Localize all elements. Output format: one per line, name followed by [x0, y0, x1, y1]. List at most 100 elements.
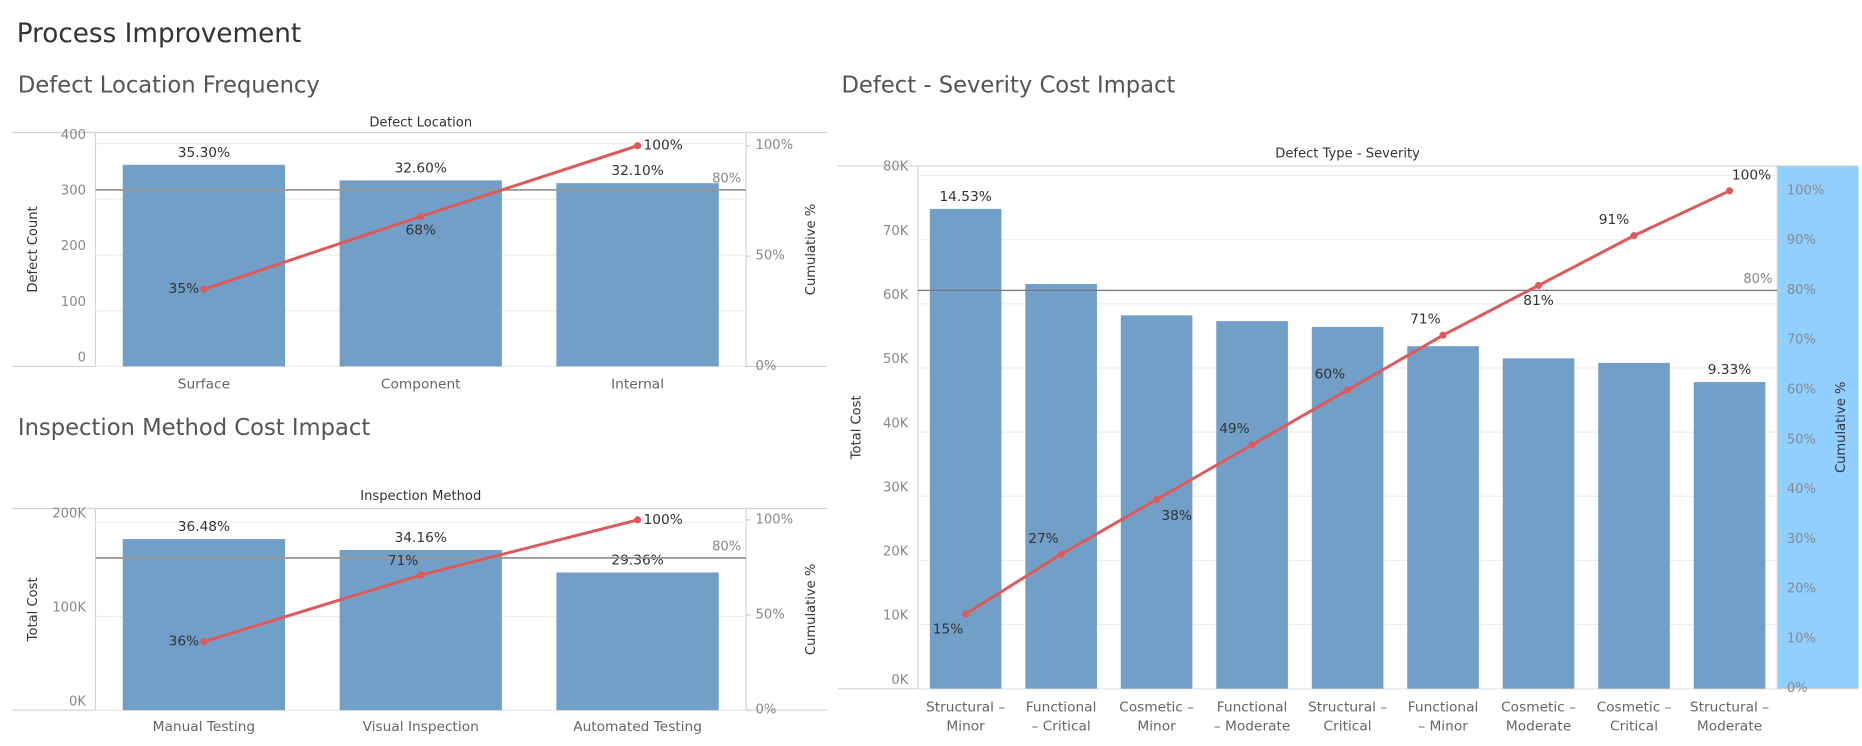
bar — [1502, 358, 1575, 689]
cumulative-point — [1057, 550, 1065, 558]
dashboard-title: Process Improvement — [17, 19, 302, 49]
cumulative-point — [634, 516, 642, 524]
bar — [1216, 321, 1288, 689]
cumulative-point — [1439, 331, 1447, 339]
y-tick-label: 60K — [883, 288, 909, 303]
y2-tick-label: 80% — [1787, 283, 1816, 298]
x-tick-label: Cosmetic – Minor — [1119, 698, 1195, 735]
bar-share-label: 34.16% — [395, 530, 447, 546]
y2-axis-title: Cumulative % — [1834, 382, 1849, 473]
y2-tick-label: 100% — [756, 512, 793, 527]
chart-header: Defect Type - Severity — [1275, 146, 1420, 161]
y2-axis-title: Cumulative % — [804, 564, 819, 655]
cumulative-label: 100% — [1732, 167, 1771, 183]
y-axis-title: Total Cost — [26, 577, 41, 642]
cumulative-point — [417, 571, 425, 579]
y-tick-label: 30K — [883, 480, 909, 495]
y2-tick-label: 0% — [756, 359, 777, 374]
cumulative-label: 15% — [933, 622, 964, 638]
x-tick-label-box: Cosmetic – Moderate — [1501, 698, 1576, 734]
y2-axis-background — [1777, 165, 1859, 689]
bar-share-label: 32.10% — [611, 163, 663, 179]
y2-tick-label: 60% — [1787, 382, 1816, 397]
x-tick-label: Manual Testing — [153, 719, 255, 735]
y-tick-label: 50K — [883, 352, 909, 367]
x-tick-label: Functional – Critical — [1025, 698, 1097, 735]
y2-tick-label: 10% — [1787, 631, 1816, 646]
cumulative-point — [1630, 232, 1638, 240]
y-tick-label: 400 — [61, 128, 86, 143]
y-tick-label: 200 — [61, 239, 86, 254]
sheet-title: Inspection Method Cost Impact — [18, 415, 370, 441]
y2-tick-label: 90% — [1787, 233, 1816, 248]
cumulative-label: 49% — [1219, 421, 1250, 437]
bar-share-label: 14.53% — [939, 189, 991, 205]
reference-label: 80% — [712, 540, 741, 555]
bar-share-label: 29.36% — [611, 553, 663, 569]
cumulative-point — [200, 638, 208, 646]
x-tick-label: Component — [381, 376, 461, 392]
bar-share-label: 9.33% — [1708, 362, 1752, 378]
y-tick-label: 100K — [52, 601, 86, 616]
bar-share-label: 35.30% — [178, 145, 230, 161]
bar — [1598, 362, 1670, 689]
y-axis-title: Defect Count — [26, 206, 41, 292]
y-tick-label: 40K — [883, 416, 909, 431]
y-tick-label: 0K — [891, 673, 908, 688]
y2-tick-label: 40% — [1787, 482, 1816, 497]
reference-label: 80% — [712, 172, 741, 187]
y-tick-label: 300 — [61, 183, 86, 198]
y2-tick-label: 50% — [756, 608, 785, 623]
y2-tick-label: 0% — [1787, 681, 1808, 696]
cumulative-point — [634, 142, 642, 150]
cumulative-label: 91% — [1599, 212, 1630, 228]
y-tick-label: 80K — [883, 160, 909, 175]
x-tick-label-box: Structural – Minor — [926, 698, 1005, 734]
x-tick-label-box: Structural – Critical — [1308, 698, 1387, 734]
y2-tick-label: 0% — [756, 703, 777, 718]
y-axis-title: Total Cost — [850, 395, 865, 460]
x-tick-label: Surface — [178, 376, 230, 392]
cumulative-label: 36% — [169, 634, 200, 650]
x-tick-label: Automated Testing — [573, 719, 702, 735]
x-tick-label: Functional – Minor — [1407, 698, 1479, 735]
bar — [929, 208, 1002, 689]
bar — [339, 180, 502, 367]
x-tick-label: Functional – Moderate — [1213, 698, 1291, 735]
dashboard-content: Process Improvement Defect Location Freq… — [11, 19, 1859, 735]
cumulative-point — [1248, 441, 1256, 449]
y-tick-label: 200K — [52, 507, 86, 522]
cumulative-point — [1534, 281, 1543, 289]
y2-tick-label: 50% — [756, 249, 785, 264]
cumulative-label: 35% — [169, 281, 200, 297]
y2-tick-label: 70% — [1787, 333, 1816, 348]
bar — [556, 572, 719, 711]
x-tick-label-box: Functional – Moderate — [1213, 698, 1291, 735]
cumulative-label: 100% — [644, 138, 683, 154]
cumulative-point — [962, 610, 970, 618]
cumulative-point — [1725, 187, 1734, 195]
cumulative-point — [417, 212, 425, 220]
reference-label: 80% — [1743, 272, 1772, 287]
bar — [1025, 283, 1097, 689]
chart-header: Inspection Method — [360, 489, 481, 504]
x-tick-label: Structural – Moderate — [1689, 698, 1770, 735]
y2-tick-label: 100% — [1787, 183, 1824, 198]
bar-share-label: 36.48% — [178, 519, 230, 535]
cumulative-label: 71% — [388, 553, 419, 569]
x-tick-label-box: Functional – Minor — [1407, 698, 1479, 735]
cumulative-label: 27% — [1028, 531, 1059, 547]
cumulative-label: 100% — [644, 512, 683, 528]
x-tick-label: Visual Inspection — [363, 719, 479, 735]
cumulative-point — [1343, 386, 1352, 394]
y-tick-label: 70K — [883, 224, 909, 239]
cumulative-label: 68% — [405, 223, 436, 239]
cumulative-label: 38% — [1161, 508, 1192, 524]
cumulative-point — [1153, 495, 1161, 504]
sheet-title: Defect Location Frequency — [18, 72, 320, 98]
y-tick-label: 0K — [69, 694, 86, 709]
cumulative-label: 81% — [1523, 293, 1554, 309]
x-tick-label: Cosmetic – Critical — [1596, 698, 1672, 735]
